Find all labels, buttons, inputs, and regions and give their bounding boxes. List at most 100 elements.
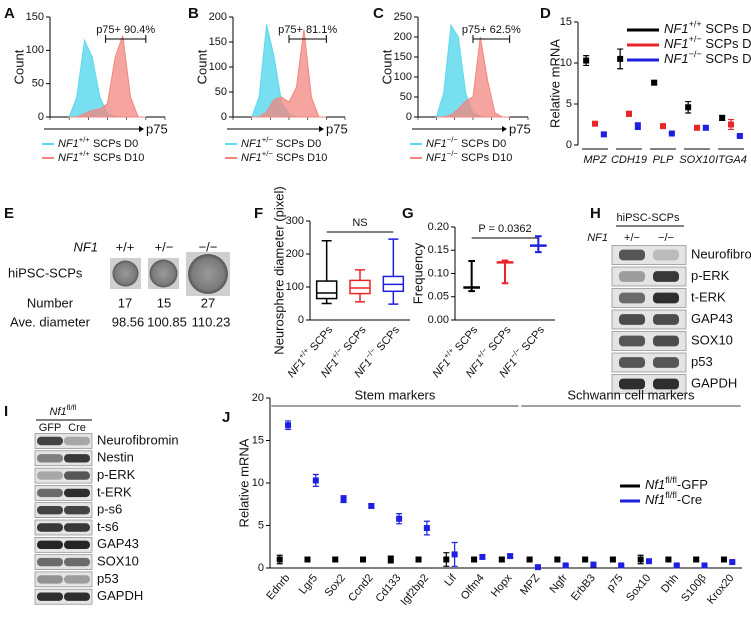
legend-label: NF1−/− SCPs D10 — [664, 49, 751, 66]
panel-label: E — [4, 205, 14, 222]
gate — [472, 35, 511, 43]
panel-label: J — [222, 409, 230, 426]
y-tick-label: 5 — [566, 98, 572, 110]
y-tick-label: 50 — [215, 86, 227, 98]
blot-band — [37, 454, 63, 463]
lane-label: Cre — [68, 422, 86, 434]
marker — [637, 556, 644, 563]
marker — [498, 556, 505, 563]
y-tick-label: 250 — [394, 11, 412, 23]
blot-band — [37, 506, 63, 515]
band-label: t-s6 — [97, 519, 119, 534]
band-label: Nestin — [97, 450, 134, 465]
whisker — [321, 240, 332, 305]
x-tick-label: Sox2 — [323, 572, 348, 599]
x-tick-label: CDH19 — [611, 154, 647, 166]
density-area — [436, 36, 510, 118]
blot-band — [653, 335, 679, 347]
y-tick-label: 0 — [258, 562, 264, 574]
band-label: GAPDH — [97, 588, 143, 603]
x-tick-label: Ccnd2 — [346, 572, 376, 604]
x-tick-label: Dhh — [659, 572, 681, 595]
marker — [443, 556, 450, 563]
cell: 27 — [201, 295, 215, 310]
density-area — [69, 35, 146, 118]
blot-band — [64, 454, 90, 463]
y-tick-label: 150 — [209, 36, 227, 48]
y-tick-label: 10 — [252, 477, 264, 489]
y-axis-label: Count — [379, 49, 394, 84]
marker — [668, 130, 675, 137]
marker — [387, 556, 394, 563]
row-label: hiPSC-SCPs — [8, 265, 83, 280]
y-axis-label: Neurosphere diameter (pixel) — [271, 186, 286, 354]
marker — [626, 110, 632, 117]
gate-annotation: p75+ 90.4% — [96, 24, 155, 36]
marker — [396, 515, 403, 522]
blot-group: Nf1fl/fl — [50, 403, 77, 418]
x-tick-label: Ednrb — [264, 572, 292, 602]
y-axis-label: Relative mRNA — [547, 39, 562, 128]
y-tick-label: 100 — [26, 44, 44, 56]
x-tick-label: SOX10 — [679, 154, 715, 166]
y-axis-label: Count — [194, 49, 209, 84]
y-tick-label: 0.15 — [428, 244, 449, 256]
marker — [423, 525, 430, 532]
marker — [368, 502, 375, 509]
group-label: Stem markers — [354, 387, 435, 402]
arrow-head — [502, 126, 507, 132]
annotation: P = 0.0362 — [478, 223, 531, 235]
blot-group: hiPSC-SCPs — [617, 212, 680, 224]
x-tick-label: ITGA4 — [715, 154, 747, 166]
y-tick-label: 0 — [406, 111, 412, 123]
genotype: +/− — [155, 239, 174, 254]
band-label: p53 — [97, 571, 119, 586]
panel-label: C — [373, 5, 384, 22]
marker — [736, 132, 743, 139]
cell: 100.85 — [147, 314, 187, 329]
panel-label: G — [402, 205, 414, 222]
y-tick-label: 50 — [32, 78, 44, 90]
cell: 15 — [157, 295, 171, 310]
marker — [507, 553, 514, 560]
x-tick-label: MPZ — [518, 572, 542, 598]
x-tick-label: Lif — [442, 571, 459, 588]
gate-annotation: p75+ 81.1% — [278, 24, 337, 36]
sphere — [149, 259, 178, 288]
legend-label: NF1−/− SCPs D0 — [426, 135, 506, 150]
marker — [582, 556, 589, 563]
panel-label: B — [188, 5, 199, 22]
blot-band — [64, 575, 90, 584]
marker — [526, 556, 533, 563]
group-label: Schwann cell markers — [567, 387, 695, 402]
legend-label: NF1+/− SCPs D10 — [241, 149, 327, 164]
blot-band — [619, 378, 645, 390]
marker — [665, 556, 672, 563]
genotype: −/− — [199, 239, 218, 254]
blot-band — [37, 523, 63, 532]
annotation: NS — [352, 217, 367, 229]
sphere — [188, 254, 228, 294]
x-tick-label: PLP — [653, 154, 674, 166]
y-tick-label: 0.20 — [428, 221, 449, 233]
density-area — [251, 29, 327, 118]
marker — [694, 124, 700, 131]
band-label: Neurofibromin — [97, 432, 179, 447]
marker — [312, 477, 319, 484]
band-label: GAP43 — [97, 536, 139, 551]
blot-band — [619, 271, 645, 282]
y-tick-label: 100 — [286, 281, 304, 293]
y-axis-label: Relative mRNA — [236, 438, 251, 527]
marker — [590, 561, 597, 568]
blot-band — [37, 488, 63, 498]
marker — [276, 556, 283, 563]
blot-strip — [34, 571, 93, 588]
y-tick-label: 20 — [252, 392, 264, 404]
sphere — [112, 260, 139, 287]
marker — [534, 564, 541, 571]
row-label: Number — [27, 295, 74, 310]
x-tick-label: Igf2bp2 — [398, 572, 431, 608]
y-tick-label: 0.00 — [428, 314, 449, 326]
range-bar — [501, 259, 509, 285]
x-tick-label: Lgr5 — [297, 572, 320, 597]
